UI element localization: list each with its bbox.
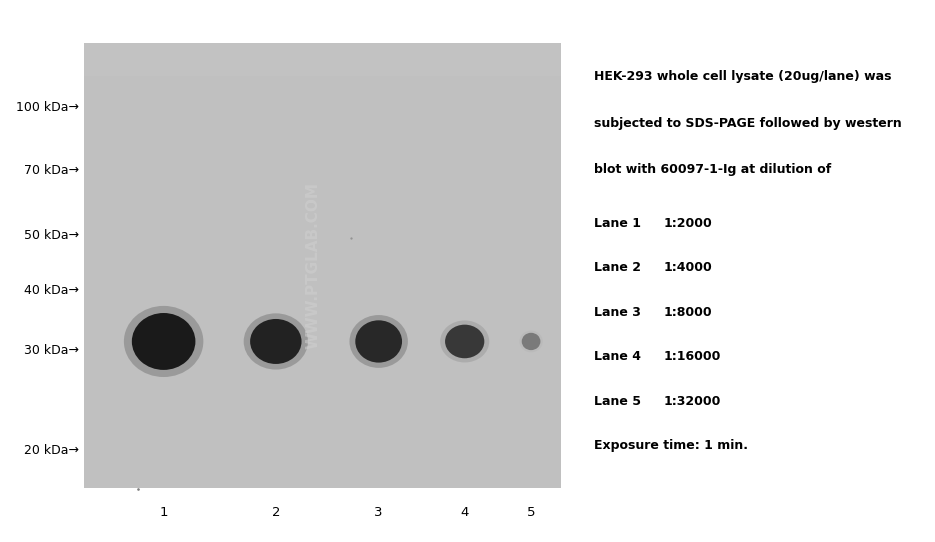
Text: 5: 5 — [526, 506, 536, 519]
Bar — [84, 43, 561, 76]
Text: 1:32000: 1:32000 — [664, 395, 721, 408]
Text: subjected to SDS-PAGE followed by western: subjected to SDS-PAGE followed by wester… — [594, 117, 901, 130]
Text: 40 kDa→: 40 kDa→ — [24, 285, 79, 298]
Text: 1: 1 — [159, 506, 168, 519]
Text: 1:2000: 1:2000 — [664, 217, 712, 230]
Text: Lane 3: Lane 3 — [594, 306, 640, 319]
Ellipse shape — [519, 331, 542, 352]
Text: 20 kDa→: 20 kDa→ — [24, 444, 79, 457]
Text: WWW.PTGLAB.COM: WWW.PTGLAB.COM — [306, 182, 321, 349]
Text: 30 kDa→: 30 kDa→ — [24, 344, 79, 357]
Bar — [84, 43, 561, 488]
Ellipse shape — [522, 333, 540, 350]
Text: 3: 3 — [374, 506, 383, 519]
Ellipse shape — [244, 313, 308, 370]
Text: HEK-293 whole cell lysate (20ug/lane) was: HEK-293 whole cell lysate (20ug/lane) wa… — [594, 70, 891, 83]
Ellipse shape — [445, 325, 484, 358]
Text: 1:8000: 1:8000 — [664, 306, 712, 319]
Text: Lane 2: Lane 2 — [594, 261, 640, 274]
Ellipse shape — [132, 313, 195, 370]
Text: Lane 4: Lane 4 — [594, 350, 640, 363]
Ellipse shape — [350, 315, 408, 368]
Text: 100 kDa→: 100 kDa→ — [17, 101, 79, 114]
Text: Lane 1: Lane 1 — [594, 217, 640, 230]
Text: 50 kDa→: 50 kDa→ — [24, 229, 79, 242]
Ellipse shape — [355, 320, 402, 363]
Text: 1:16000: 1:16000 — [664, 350, 721, 363]
Text: Exposure time: 1 min.: Exposure time: 1 min. — [594, 439, 748, 452]
Text: Lane 5: Lane 5 — [594, 395, 640, 408]
Text: blot with 60097-1-Ig at dilution of: blot with 60097-1-Ig at dilution of — [594, 163, 831, 176]
Text: 1:4000: 1:4000 — [664, 261, 712, 274]
Ellipse shape — [123, 306, 204, 377]
Text: 4: 4 — [461, 506, 468, 519]
Text: 2: 2 — [271, 506, 280, 519]
Text: 70 kDa→: 70 kDa→ — [24, 164, 79, 177]
Ellipse shape — [440, 320, 489, 363]
Ellipse shape — [250, 319, 301, 364]
